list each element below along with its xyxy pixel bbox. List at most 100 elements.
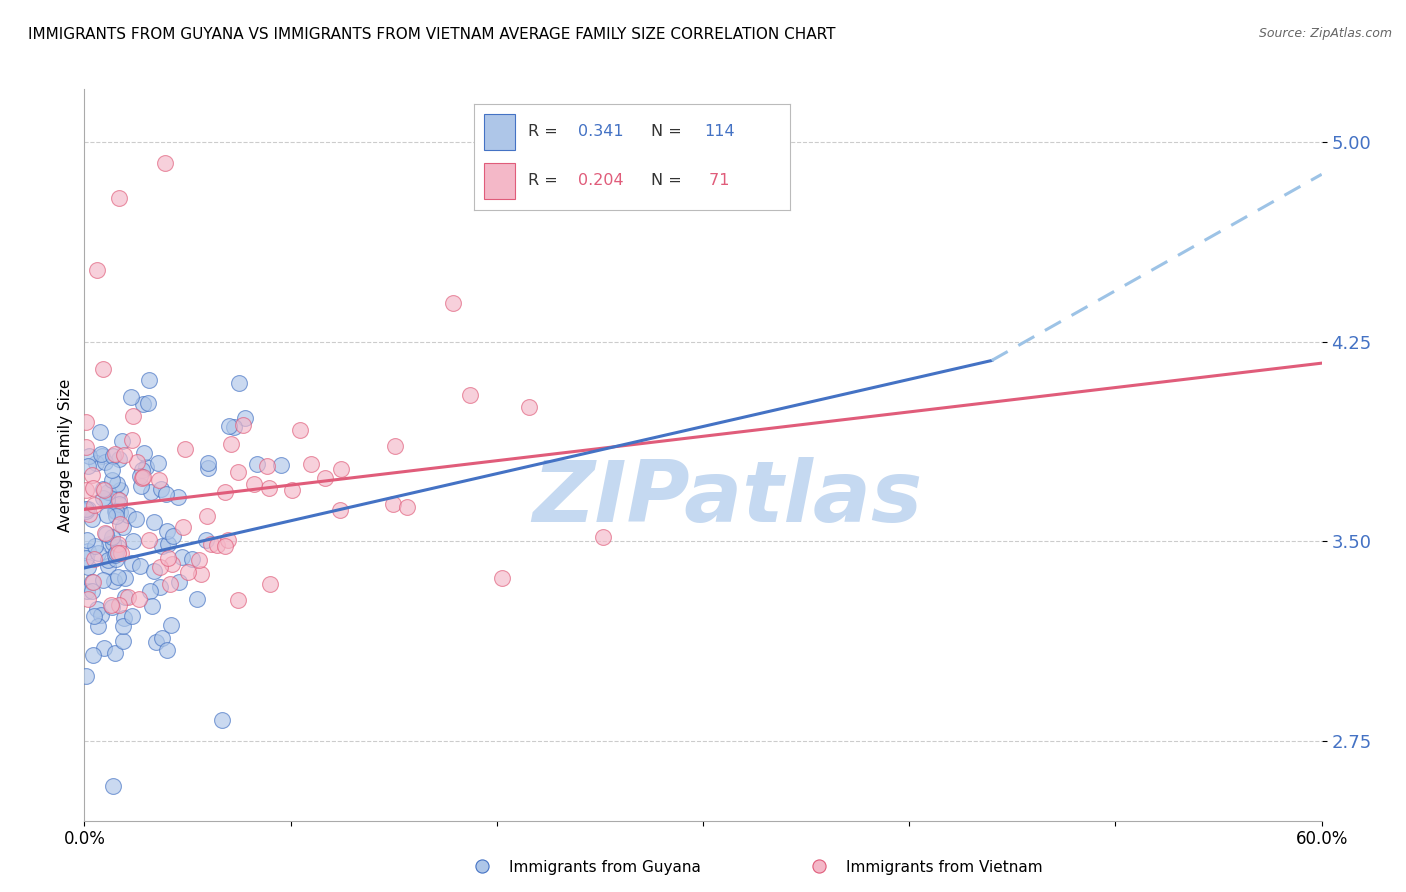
Point — [101, 463, 124, 477]
Point — [288, 423, 311, 437]
Point — [138, 533, 160, 547]
Y-axis label: Average Family Size: Average Family Size — [58, 378, 73, 532]
Point — [162, 558, 184, 572]
Point — [111, 634, 134, 648]
Point — [330, 462, 353, 476]
Point — [101, 530, 124, 544]
Point — [75, 415, 97, 429]
Point — [138, 373, 160, 387]
Point — [80, 575, 103, 590]
Point — [105, 546, 128, 560]
Point — [807, 858, 830, 872]
Point — [111, 434, 134, 448]
Point — [108, 598, 131, 612]
Point — [89, 425, 111, 439]
Point — [90, 608, 112, 623]
Point — [107, 537, 129, 551]
Point — [83, 551, 105, 566]
Point — [256, 458, 278, 473]
Point — [211, 713, 233, 727]
Point — [94, 527, 117, 541]
Point — [148, 474, 170, 488]
Point — [121, 557, 143, 571]
Point — [257, 482, 280, 496]
Point — [139, 584, 162, 599]
Point — [177, 565, 200, 579]
Point — [108, 483, 131, 498]
Point — [97, 552, 120, 566]
Text: ZIPatlas: ZIPatlas — [533, 458, 922, 541]
Point — [146, 456, 169, 470]
Point — [190, 567, 212, 582]
Point — [156, 524, 179, 538]
Point — [382, 497, 405, 511]
Point — [125, 511, 148, 525]
Point — [108, 497, 131, 511]
Point — [93, 640, 115, 655]
Point — [110, 517, 132, 532]
Point — [519, 400, 541, 414]
Point — [82, 481, 104, 495]
Point — [259, 577, 281, 591]
Point — [75, 440, 97, 454]
Point — [105, 508, 128, 523]
Point — [458, 388, 481, 402]
Point — [87, 619, 110, 633]
Point — [233, 411, 256, 425]
Point — [159, 617, 181, 632]
Point — [214, 484, 236, 499]
Point — [145, 634, 167, 648]
Point — [395, 500, 418, 515]
Point — [93, 526, 115, 541]
Point — [86, 263, 108, 277]
Point — [75, 502, 97, 516]
Point — [80, 583, 103, 598]
Point — [83, 608, 105, 623]
Point — [93, 483, 115, 497]
Point — [155, 486, 177, 500]
Point — [108, 493, 131, 508]
Point — [157, 537, 180, 551]
Point — [110, 546, 132, 560]
Point — [592, 530, 614, 544]
Point — [122, 409, 145, 423]
Point — [107, 540, 129, 554]
Point — [491, 571, 513, 585]
Point — [90, 449, 112, 463]
Point — [314, 471, 336, 485]
Text: Immigrants from Guyana: Immigrants from Guyana — [509, 861, 700, 875]
Point — [128, 592, 150, 607]
Point — [96, 508, 118, 523]
Point — [91, 482, 114, 496]
Point — [441, 296, 464, 310]
Point — [114, 448, 136, 462]
Point — [214, 539, 236, 553]
Point — [77, 544, 100, 558]
Point — [77, 559, 100, 574]
Point — [131, 463, 153, 477]
Point — [384, 439, 406, 453]
Point — [76, 583, 98, 598]
Point — [205, 538, 228, 552]
Point — [90, 447, 112, 461]
Point — [156, 550, 179, 565]
Point — [135, 460, 157, 475]
Text: IMMIGRANTS FROM GUYANA VS IMMIGRANTS FROM VIETNAM AVERAGE FAMILY SIZE CORRELATIO: IMMIGRANTS FROM GUYANA VS IMMIGRANTS FRO… — [28, 27, 835, 42]
Point — [121, 609, 143, 624]
Point — [143, 515, 166, 529]
Text: Source: ZipAtlas.com: Source: ZipAtlas.com — [1258, 27, 1392, 40]
Point — [104, 446, 127, 460]
Point — [112, 611, 135, 625]
Point — [128, 559, 150, 574]
Point — [280, 483, 302, 497]
Point — [76, 533, 98, 548]
Point — [172, 520, 194, 534]
Point — [80, 512, 103, 526]
Point — [101, 599, 124, 614]
Point — [162, 529, 184, 543]
Point — [180, 551, 202, 566]
Point — [93, 455, 115, 469]
Point — [150, 631, 173, 645]
Point — [141, 599, 163, 613]
Point — [131, 479, 153, 493]
